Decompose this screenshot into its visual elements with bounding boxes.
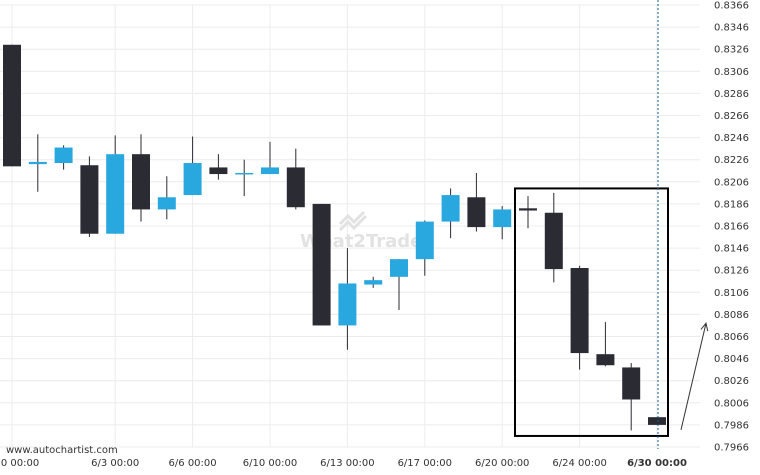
candle: [622, 363, 641, 431]
watermark-logo-icon: [338, 210, 368, 232]
candle-body-bear: [622, 367, 641, 400]
candle-body-bull: [261, 167, 279, 175]
candle: [106, 135, 125, 234]
y-tick-label: 0.7986: [714, 420, 749, 431]
candle-body-bear: [3, 44, 21, 167]
candle-body-bear: [596, 354, 615, 366]
candle: [570, 265, 589, 370]
candle: [364, 276, 383, 288]
candle: [467, 172, 486, 232]
candle-body-bull: [441, 195, 460, 222]
candle: [441, 188, 460, 239]
candle: [261, 142, 279, 175]
candle: [28, 134, 47, 192]
pattern-box: [514, 187, 669, 437]
candle-body-bull: [54, 147, 73, 164]
candle-body-bull: [390, 259, 408, 277]
candle-body-bear: [648, 417, 666, 425]
x-tick-label: 6/13 00:00: [320, 458, 374, 469]
candle: [80, 156, 99, 238]
candle: [390, 259, 408, 310]
x-tick-label: 6/10 00:00: [243, 458, 297, 469]
y-tick-label: 0.8206: [714, 177, 749, 188]
candle: [493, 206, 512, 240]
y-tick-label: 0.8306: [714, 67, 749, 78]
candle-body-bear: [312, 203, 331, 326]
candle-body-bull: [364, 280, 383, 285]
y-tick-label: 0.8346: [714, 23, 749, 34]
y-tick-label: 0.8246: [714, 133, 749, 144]
candle-body-bear: [544, 212, 563, 270]
candle: [3, 44, 21, 167]
x-axis: 5/30 00:00 6/3 00:00 6/6 00:00 6/10 00:00 6/…: [0, 458, 687, 469]
y-tick-label: 0.7966: [714, 443, 749, 454]
candle-body-bear: [519, 208, 537, 211]
candle-body-bull: [183, 163, 202, 196]
candle: [286, 148, 305, 210]
x-tick-label: 5/30 00:00: [0, 458, 39, 469]
candle-body-bear: [570, 267, 589, 354]
candle-body-bull: [493, 209, 512, 228]
y-axis: 0.8366 0.8346 0.8326 0.8306 0.8286 0.8266 0.82…: [714, 1, 749, 454]
pattern-overlay: [514, 0, 709, 449]
arrow-head-icon: [700, 322, 709, 332]
candle-body-bear: [132, 154, 150, 210]
y-tick-label: 0.8366: [714, 1, 749, 12]
candle-body-bull: [28, 161, 47, 165]
x-tick-label: 6/24 00:00: [552, 458, 606, 469]
y-tick-label: 0.8026: [714, 376, 749, 387]
y-tick-label: 0.8146: [714, 244, 749, 255]
candle-body-bear: [80, 165, 99, 234]
candle-body-bull: [235, 172, 254, 175]
y-tick-label: 0.8066: [714, 332, 749, 343]
candle-body-bull: [157, 197, 176, 210]
x-tick-label: 6/6 00:00: [169, 458, 217, 469]
y-tick-label: 0.8286: [714, 89, 749, 100]
candle-body-bear: [209, 167, 228, 175]
candle: [235, 159, 254, 197]
candle-body-bear: [467, 197, 486, 228]
x-tick-label: 6/3 00:00: [91, 458, 139, 469]
candle: [209, 154, 228, 180]
candle: [312, 203, 331, 326]
candle: [519, 196, 537, 229]
y-tick-label: 0.8046: [714, 354, 749, 365]
candle: [415, 220, 434, 276]
y-tick-label: 0.8226: [714, 155, 749, 166]
candle: [338, 248, 357, 350]
y-tick-label: 0.8086: [714, 310, 749, 321]
candle: [157, 176, 176, 220]
y-tick-label: 0.8186: [714, 199, 749, 210]
candle-body-bull: [415, 221, 434, 260]
candle: [648, 417, 666, 425]
candle-body-bull: [338, 283, 357, 326]
candles: [3, 44, 666, 431]
y-tick-label: 0.8266: [714, 111, 749, 122]
projection-arrow: [680, 323, 707, 431]
y-tick-label: 0.8166: [714, 222, 749, 233]
candle: [596, 322, 615, 367]
candle: [183, 136, 202, 196]
y-tick-label: 0.8126: [714, 266, 749, 277]
source-label: www.autochartist.com: [6, 445, 118, 456]
y-tick-label: 0.8326: [714, 45, 749, 56]
y-tick-label: 0.8106: [714, 288, 749, 299]
x-tick-label: 6/17 00:00: [398, 458, 452, 469]
y-tick-label: 0.8006: [714, 398, 749, 409]
candle-body-bear: [286, 167, 305, 208]
candle: [544, 192, 563, 283]
candle: [54, 145, 73, 170]
candle: [132, 134, 150, 222]
candle-body-bull: [106, 154, 125, 234]
x-tick-label: 6/30 00:00: [627, 458, 687, 469]
x-tick-label: 6/20 00:00: [475, 458, 529, 469]
